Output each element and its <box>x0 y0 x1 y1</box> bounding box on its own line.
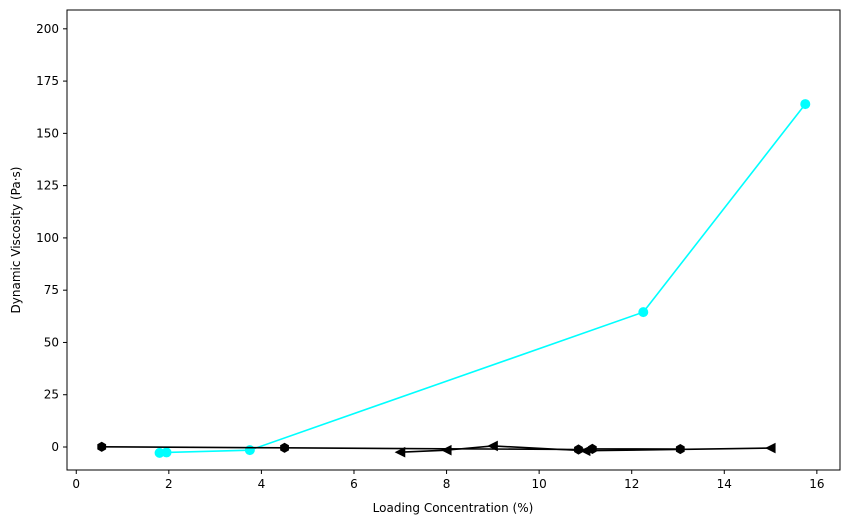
x-tick-label: 2 <box>165 477 173 491</box>
x-tick-label: 16 <box>809 477 824 491</box>
data-point <box>97 441 107 452</box>
y-tick-label: 150 <box>36 126 59 140</box>
x-tick-label: 12 <box>624 477 639 491</box>
x-tick-label: 10 <box>531 477 546 491</box>
x-axis-label: Loading Concentration (%) <box>373 501 534 515</box>
x-tick-label: 0 <box>72 477 80 491</box>
y-tick-label: 50 <box>44 335 59 349</box>
y-tick-label: 175 <box>36 74 59 88</box>
axes-layer: 0 2 4 6 8 10 12 14 16 0 25 50 75 100 125 150 175 200 <box>36 22 824 491</box>
y-axis-label: Dynamic Viscosity (Pa·s) <box>9 167 23 314</box>
plot-area <box>67 10 840 470</box>
data-point <box>638 307 649 318</box>
data-point <box>280 442 289 453</box>
series-layer <box>97 99 811 458</box>
data-point <box>394 446 406 458</box>
y-tick-label: 100 <box>36 231 59 245</box>
y-tick-label: 75 <box>44 283 59 297</box>
data-point <box>161 447 172 458</box>
y-tick-label: 0 <box>51 440 59 454</box>
y-tick-label: 200 <box>36 22 59 36</box>
x-tick-label: 6 <box>350 477 358 491</box>
series-3 <box>394 440 776 458</box>
data-point <box>764 442 776 454</box>
series-1 <box>154 99 811 458</box>
data-point <box>579 445 591 457</box>
plot-frame <box>66 9 841 471</box>
x-tick-label: 8 <box>443 477 451 491</box>
data-point <box>440 444 452 456</box>
y-tick-label: 25 <box>44 388 59 402</box>
data-point <box>574 444 583 455</box>
data-point <box>800 99 811 110</box>
y-tick-label: 125 <box>36 179 59 193</box>
x-tick-label: 4 <box>258 477 266 491</box>
x-tick-label: 14 <box>717 477 732 491</box>
data-point <box>487 440 498 452</box>
